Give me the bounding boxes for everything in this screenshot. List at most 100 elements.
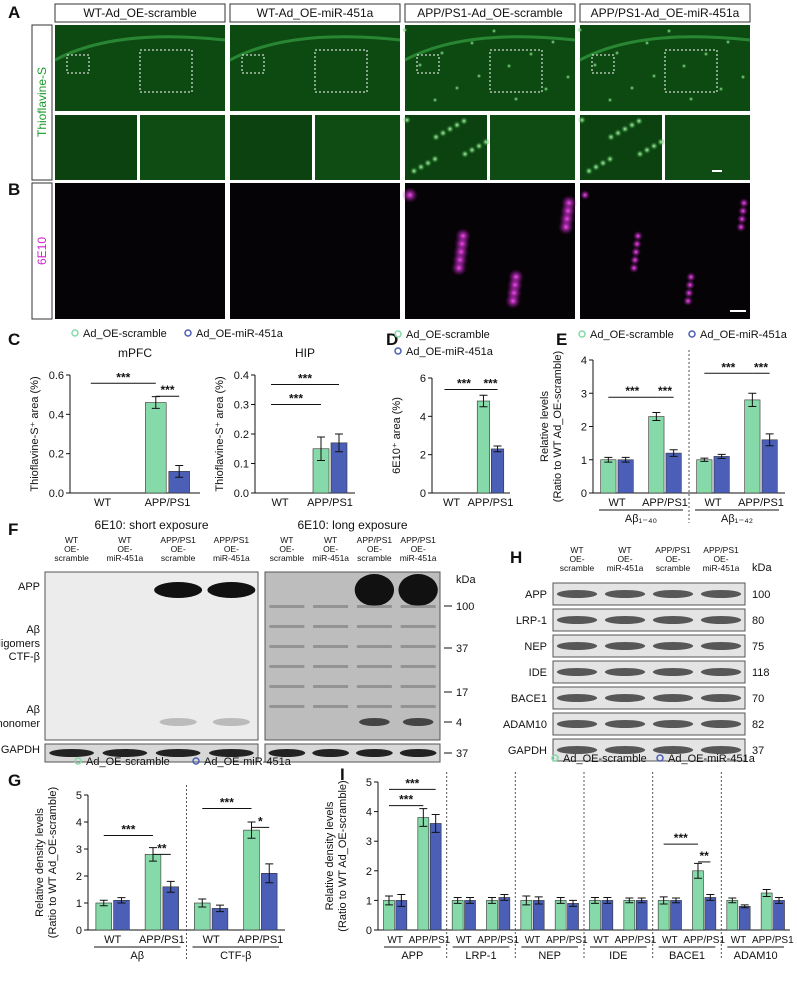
group-label: APP bbox=[401, 950, 423, 962]
band bbox=[356, 685, 392, 688]
legend-label: Ad_OE-scramble bbox=[563, 753, 647, 765]
y-tick-label: 0.3 bbox=[234, 400, 249, 412]
error-bar bbox=[317, 436, 325, 462]
band bbox=[604, 746, 646, 754]
error-bar bbox=[604, 456, 613, 463]
sig-label: *** bbox=[160, 383, 174, 397]
y-tick-label: 0 bbox=[366, 925, 372, 937]
error-bar bbox=[166, 880, 175, 893]
band bbox=[399, 749, 437, 757]
y-axis-label: (Ratio to WT Ad_OE-scramble) bbox=[47, 787, 59, 938]
kda-label: 80 bbox=[752, 615, 764, 627]
y-tick-label: 0.1 bbox=[234, 459, 249, 471]
bar bbox=[476, 400, 491, 494]
plaque bbox=[453, 121, 461, 129]
bar bbox=[243, 829, 260, 931]
band-label: APP bbox=[18, 581, 40, 593]
error-bar bbox=[590, 896, 599, 904]
kda-label: 82 bbox=[752, 719, 764, 731]
stain-box bbox=[31, 182, 53, 320]
band bbox=[269, 605, 305, 608]
y-tick-label: 3 bbox=[581, 388, 587, 400]
scale-bar bbox=[712, 170, 722, 172]
brain-outline bbox=[404, 35, 576, 62]
error-bar bbox=[117, 897, 126, 904]
band bbox=[604, 642, 646, 650]
band bbox=[268, 749, 306, 757]
band bbox=[359, 718, 390, 726]
x-tick-label: WT bbox=[104, 934, 121, 946]
band bbox=[400, 665, 436, 668]
plaque bbox=[630, 255, 640, 265]
bar bbox=[744, 399, 761, 494]
bar bbox=[145, 402, 167, 494]
lane-label: scramble bbox=[357, 553, 392, 563]
plaque bbox=[592, 62, 598, 68]
error-bar bbox=[384, 895, 393, 906]
band-label: CTF-β bbox=[9, 651, 40, 663]
blot bbox=[552, 608, 746, 632]
panel-label: B bbox=[8, 180, 20, 199]
blot bbox=[552, 634, 746, 658]
x-tick-label: WT bbox=[203, 934, 220, 946]
kda-label: 37 bbox=[456, 643, 468, 655]
plaque bbox=[725, 39, 731, 45]
bar bbox=[486, 900, 498, 931]
x-tick-label: APP/PS1 bbox=[683, 935, 725, 946]
plaque bbox=[431, 155, 439, 163]
lane-label: OE- bbox=[171, 544, 186, 554]
kda-label: 4 bbox=[456, 717, 462, 729]
bar bbox=[738, 906, 751, 931]
band bbox=[313, 685, 349, 688]
sig-label: *** bbox=[405, 776, 419, 790]
bar bbox=[498, 897, 511, 931]
blot bbox=[44, 571, 259, 741]
error-bar bbox=[99, 899, 108, 907]
plaque bbox=[543, 86, 549, 92]
sig-label: *** bbox=[483, 377, 497, 391]
error-bar bbox=[637, 897, 646, 904]
bar bbox=[670, 900, 682, 931]
band bbox=[700, 668, 742, 676]
plaque bbox=[402, 187, 418, 203]
plaque bbox=[432, 133, 440, 141]
error-bar bbox=[740, 904, 749, 909]
blot bbox=[552, 582, 746, 606]
plaque bbox=[417, 62, 423, 68]
band bbox=[400, 645, 436, 648]
band bbox=[398, 574, 438, 606]
plaque bbox=[585, 167, 593, 175]
group-label: CTF-β bbox=[220, 950, 251, 962]
band bbox=[313, 665, 349, 668]
bar bbox=[554, 900, 567, 931]
plaque bbox=[451, 260, 467, 276]
error-bar bbox=[487, 896, 496, 904]
blot-title: 6E10: short exposure bbox=[94, 518, 208, 532]
error-bar bbox=[659, 896, 668, 905]
lane-label: scramble bbox=[560, 563, 595, 573]
band bbox=[312, 749, 349, 757]
zoom-image bbox=[140, 115, 225, 180]
plaque bbox=[688, 96, 694, 102]
chart-title: HIP bbox=[295, 346, 315, 360]
y-tick-label: 4 bbox=[420, 411, 426, 423]
plaque bbox=[651, 73, 657, 79]
error-bar bbox=[728, 897, 737, 904]
band bbox=[356, 625, 392, 628]
band-label: oligomers bbox=[0, 638, 40, 650]
plaque bbox=[460, 117, 468, 125]
plaque bbox=[446, 125, 454, 133]
bar bbox=[417, 817, 430, 931]
legend-marker bbox=[71, 329, 79, 337]
plaque bbox=[635, 117, 643, 125]
y-axis-label: Thioflavine-S⁺ area (%) bbox=[29, 376, 41, 491]
band bbox=[354, 574, 395, 606]
lane-label: OE- bbox=[367, 544, 382, 554]
bar bbox=[696, 459, 713, 494]
plaque bbox=[621, 125, 629, 133]
legend-marker bbox=[394, 347, 402, 355]
band-label: GAPDH bbox=[1, 744, 40, 756]
plaque bbox=[417, 163, 425, 171]
legend-label: Ad_OE-scramble bbox=[86, 756, 170, 768]
kda-label: 75 bbox=[752, 641, 764, 653]
